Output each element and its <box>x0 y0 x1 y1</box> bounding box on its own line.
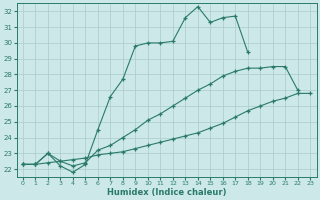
X-axis label: Humidex (Indice chaleur): Humidex (Indice chaleur) <box>107 188 226 197</box>
